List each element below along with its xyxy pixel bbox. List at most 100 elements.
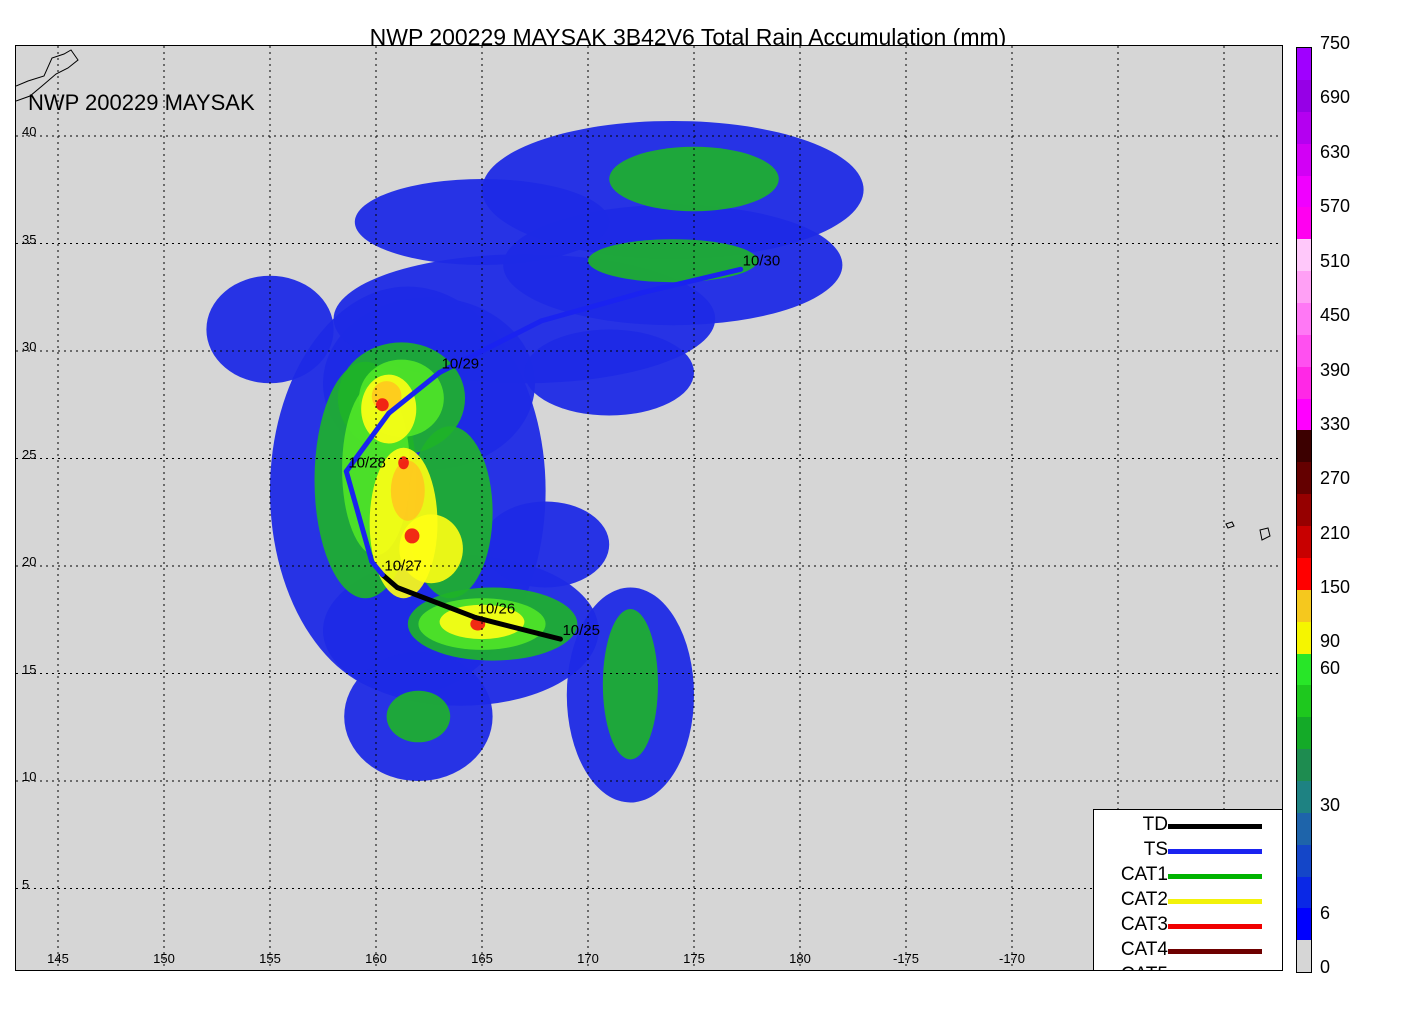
colorbar-segment <box>1297 398 1311 431</box>
lat-tick-label: 20 <box>22 554 37 569</box>
lat-tick-label: 5 <box>22 876 30 892</box>
lon-tick-label: -175 <box>892 951 920 966</box>
colorbar-label: 210 <box>1320 523 1351 543</box>
lon-tick-label: 160 <box>365 951 387 966</box>
legend-swatch <box>1168 924 1262 929</box>
colorbar-segment <box>1297 525 1311 558</box>
colorbar-segment <box>1297 366 1311 399</box>
rain-area-green <box>386 690 451 743</box>
colorbar-label: 0 <box>1320 957 1331 977</box>
lon-tick-label: 175 <box>683 951 705 966</box>
legend-label: CAT2 <box>1120 889 1168 910</box>
legend-item-ts: TS <box>1094 839 1282 863</box>
lon-tick-label: 145 <box>47 951 69 966</box>
legend-label: CAT4 <box>1120 939 1168 960</box>
colorbar-segment <box>1297 940 1311 973</box>
lon-tick-label: 155 <box>259 951 281 966</box>
track-segment-td <box>379 572 400 590</box>
legend-swatch <box>1168 949 1262 954</box>
legend-item-cat5: CAT5 <box>1094 964 1282 970</box>
colorbar-label: 450 <box>1320 305 1351 325</box>
legend-swatch <box>1168 824 1262 829</box>
lat-tick-label: 30 <box>22 339 37 354</box>
colorbar-label: 570 <box>1320 196 1351 216</box>
rain-area-red <box>404 528 420 544</box>
legend-label: TD <box>1142 814 1168 835</box>
colorbar-segment <box>1297 589 1311 622</box>
land-outlines <box>16 49 1271 541</box>
legend-item-td: TD <box>1094 814 1282 838</box>
legend-swatch <box>1168 849 1262 854</box>
lat-tick-label: 35 <box>22 231 37 247</box>
track-segment-ts <box>343 410 392 474</box>
rain-area-green <box>602 609 658 760</box>
track-date-label: 10/30 <box>743 252 781 269</box>
track-date-label: 10/27 <box>384 558 422 575</box>
track-date-label: 10/25 <box>562 622 600 639</box>
colorbar-label: 690 <box>1320 87 1351 107</box>
colorbar-segment <box>1297 844 1311 877</box>
track-date-label: 10/29 <box>442 356 480 373</box>
colorbar-label: 30 <box>1320 795 1341 815</box>
colorbar-segment <box>1297 908 1311 941</box>
lon-tick-label: 165 <box>471 951 493 966</box>
legend-item-cat4: CAT4 <box>1094 939 1282 963</box>
colorbar-label: 750 <box>1320 33 1351 53</box>
legend-label: CAT5 <box>1121 964 1168 970</box>
track-segment-td <box>473 615 563 642</box>
track-segment-ts <box>343 468 375 565</box>
legend-swatch <box>1168 899 1262 904</box>
rain-colorbar <box>1296 47 1312 973</box>
colorbar-segment <box>1297 302 1311 335</box>
colorbar-segment <box>1297 175 1311 208</box>
track-date-labels: 10/25 10/26 10/27 10/28 10/29 10/30 <box>348 252 780 639</box>
lon-tick-label: 170 <box>577 951 599 966</box>
colorbar-segment <box>1297 748 1311 781</box>
colorbar-segment <box>1297 207 1311 240</box>
hawaii-island-outline-2 <box>1259 527 1271 541</box>
legend-label: TS <box>1143 839 1168 860</box>
colorbar-segment <box>1297 48 1311 80</box>
rain-area-blue <box>524 329 694 416</box>
rain-map: 10/25 10/26 10/27 10/28 10/29 10/30 <box>16 46 1282 970</box>
lon-tick-label: 180 <box>789 951 811 966</box>
colorbar-segment <box>1297 780 1311 813</box>
colorbar-segment <box>1297 494 1311 527</box>
colorbar-segment <box>1297 653 1311 686</box>
colorbar-label: 330 <box>1320 414 1351 434</box>
lat-tick-label: 25 <box>22 446 37 462</box>
track-segment-ts <box>638 266 744 296</box>
track-segment-td <box>394 585 479 621</box>
rain-accumulation-layer <box>206 120 864 803</box>
track-date-label: 10/26 <box>478 601 516 618</box>
legend-swatch <box>1168 874 1262 879</box>
colorbar-segment <box>1297 430 1311 463</box>
legend-item-cat3: CAT3 <box>1094 914 1282 938</box>
colorbar-label: 60 <box>1320 658 1341 678</box>
colorbar-segment <box>1297 271 1311 304</box>
rain-area-blue <box>481 501 610 588</box>
colorbar-segment <box>1297 717 1311 750</box>
colorbar-segment <box>1297 685 1311 718</box>
storm-track <box>343 266 744 642</box>
colorbar-segment <box>1297 79 1311 112</box>
track-date-label: 10/28 <box>348 454 386 471</box>
track-segment-ts <box>386 370 443 416</box>
land-outline-northwest <box>16 49 79 102</box>
track-legend: TD TS CAT1 CAT2 CAT3 CAT4 CAT5 <box>1093 809 1282 970</box>
rain-area-green <box>588 239 758 283</box>
lat-tick-label: 40 <box>22 124 37 139</box>
rain-area-red <box>398 456 409 470</box>
colorbar-segment <box>1297 876 1311 909</box>
colorbar-label: 630 <box>1320 142 1351 162</box>
map-panel: 10/25 10/26 10/27 10/28 10/29 10/30 NWP 20022… <box>15 45 1283 971</box>
rain-area-red <box>376 398 389 412</box>
track-segment-ts <box>369 559 385 578</box>
lon-tick-label: 150 <box>153 951 175 966</box>
colorbar-label: 390 <box>1320 360 1351 380</box>
colorbar-segment <box>1297 111 1311 144</box>
map-storm-label: NWP 200229 MAYSAK <box>28 90 255 115</box>
track-segment-ts <box>538 290 644 324</box>
colorbar-label: 90 <box>1320 631 1341 651</box>
colorbar-label: 510 <box>1320 251 1351 271</box>
